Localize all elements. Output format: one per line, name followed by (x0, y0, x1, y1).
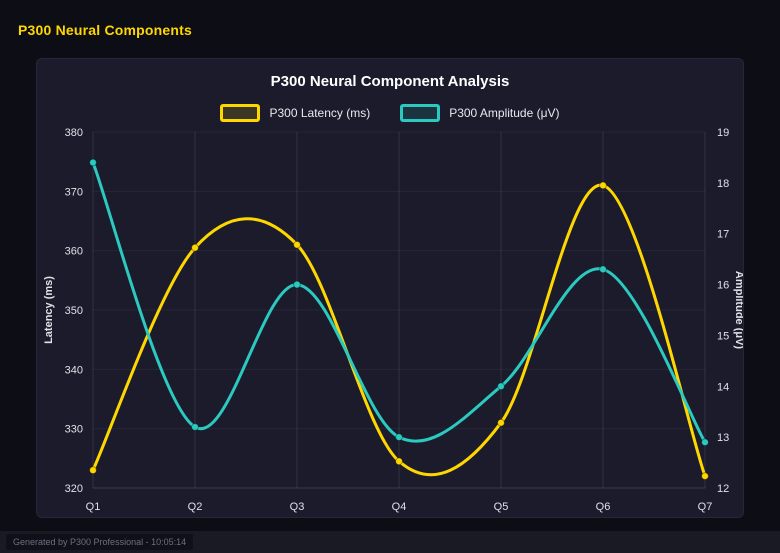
y-left-axis-title: Latency (ms) (43, 276, 55, 344)
data-point[interactable] (497, 382, 505, 391)
y-right-tick-label: 16 (717, 280, 729, 292)
data-point[interactable] (599, 265, 607, 274)
y-left-tick-label: 360 (65, 246, 83, 258)
x-tick-label: Q2 (188, 501, 203, 513)
data-point[interactable] (395, 457, 403, 466)
data-point[interactable] (395, 433, 403, 442)
x-tick-label: Q7 (698, 501, 713, 513)
y-right-tick-label: 18 (717, 178, 729, 190)
x-tick-label: Q5 (494, 501, 509, 513)
y-left-tick-label: 370 (65, 186, 83, 198)
y-left-tick-label: 320 (65, 483, 83, 495)
data-point[interactable] (191, 243, 199, 252)
x-tick-label: Q4 (392, 501, 407, 513)
y-right-tick-label: 19 (717, 127, 729, 139)
y-right-tick-label: 17 (717, 229, 729, 241)
x-tick-label: Q3 (290, 501, 305, 513)
data-point[interactable] (497, 418, 505, 427)
x-tick-label: Q1 (86, 501, 101, 513)
data-point[interactable] (293, 280, 301, 289)
data-point[interactable] (89, 466, 97, 475)
chart-title: P300 Neural Component Analysis (270, 73, 510, 90)
legend-swatch-icon (400, 104, 441, 122)
chart-legend: P300 Latency (ms) P300 Amplitude (μV) (37, 104, 743, 122)
chart-svg[interactable]: 320 330 340 350 360 370 380 12 13 14 15 16 17 18 19 Q1 Q… (37, 124, 743, 514)
y-right-tick-label: 15 (717, 330, 729, 342)
chart-panel: P300 Neural Component Analysis P300 Late… (36, 58, 744, 518)
page-heading: P300 Neural Components (18, 22, 192, 38)
data-point[interactable] (89, 158, 97, 167)
y-left-tick-label: 350 (65, 305, 83, 317)
y-left-tick-label: 330 (65, 424, 83, 436)
legend-item-label: P300 Latency (ms) (269, 106, 371, 120)
data-point[interactable] (701, 438, 709, 447)
footer-text: Generated by P300 Professional - 10:05:1… (6, 534, 194, 550)
y-left-tick-label: 380 (65, 127, 83, 139)
data-point[interactable] (293, 240, 301, 249)
data-point[interactable] (191, 423, 199, 431)
y-left-tick-label: 340 (65, 364, 83, 376)
legend-swatch-icon (220, 104, 261, 122)
data-point[interactable] (599, 181, 607, 190)
y-right-tick-label: 13 (717, 432, 729, 444)
x-tick-label: Q6 (596, 501, 611, 513)
legend-item-label: P300 Amplitude (μV) (449, 106, 560, 120)
data-point[interactable] (701, 472, 709, 481)
legend-item-0[interactable]: P300 Latency (ms) (220, 104, 370, 122)
y-right-tick-label: 12 (717, 483, 729, 495)
y-right-tick-label: 14 (717, 381, 729, 393)
legend-item-1[interactable]: P300 Amplitude (μV) (400, 104, 560, 122)
footer-bar: Generated by P300 Professional - 10:05:1… (0, 531, 780, 553)
y-right-axis-title: Amplitude (μV) (733, 271, 743, 350)
